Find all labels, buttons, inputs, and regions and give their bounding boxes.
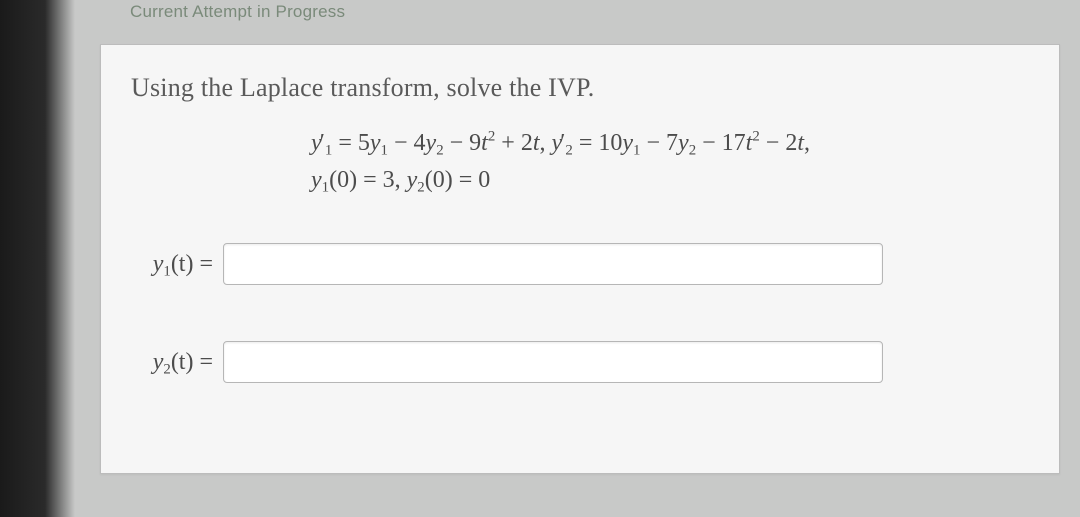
equation-line-2: y1(0) = 3, y2(0) = 0 xyxy=(311,162,1029,199)
question-card: Using the Laplace transform, solve the I… xyxy=(100,44,1060,474)
answer-label-y1: y1(t) = xyxy=(131,251,213,278)
answer-row-y1: y1(t) = xyxy=(131,243,1029,285)
equation-block: y′1 = 5y1 − 4y2 − 9t2 + 2t, y′2 = 10y1 −… xyxy=(311,125,1029,199)
page-shadow-edge xyxy=(0,0,75,517)
answer-input-y2[interactable] xyxy=(223,341,883,383)
attempt-status: Current Attempt in Progress xyxy=(130,2,1060,22)
answer-row-y2: y2(t) = xyxy=(131,341,1029,383)
page-area: Current Attempt in Progress Using the La… xyxy=(100,0,1060,497)
answer-label-y2: y2(t) = xyxy=(131,349,213,376)
answer-input-y1[interactable] xyxy=(223,243,883,285)
equation-line-1: y′1 = 5y1 − 4y2 − 9t2 + 2t, y′2 = 10y1 −… xyxy=(311,125,1029,162)
question-prompt: Using the Laplace transform, solve the I… xyxy=(131,73,1029,103)
